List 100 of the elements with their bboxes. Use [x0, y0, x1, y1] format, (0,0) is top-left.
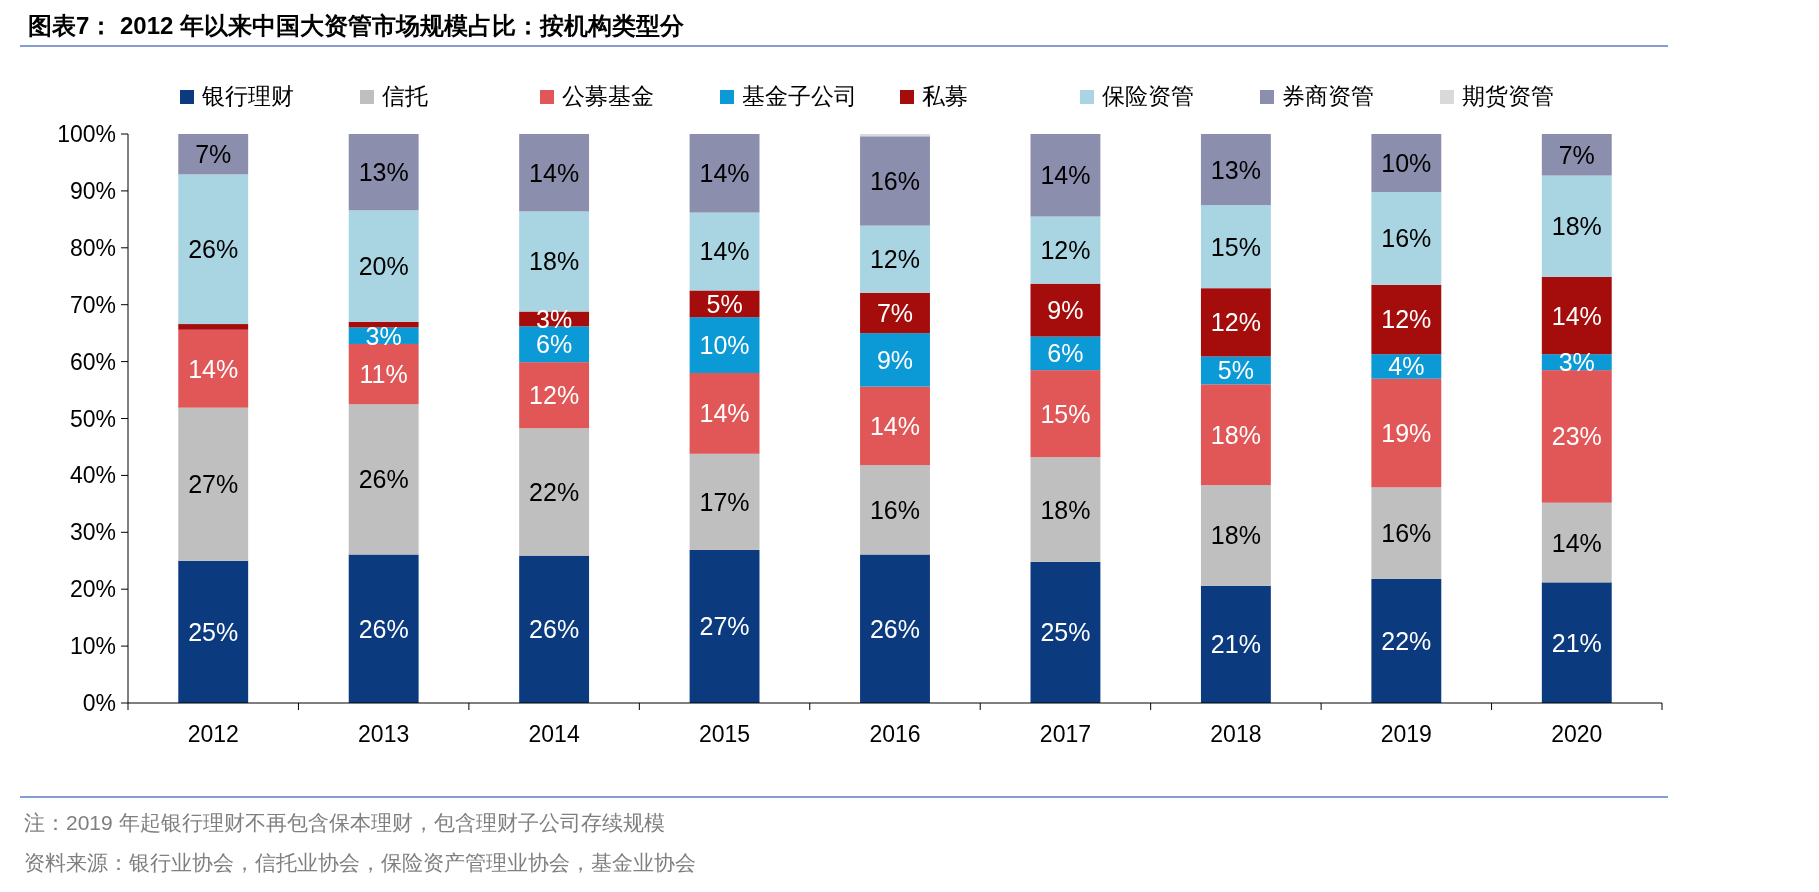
bar: [860, 225, 930, 293]
bar: [1371, 578, 1442, 703]
data-label: 6%: [536, 330, 573, 359]
data-label: 10%: [699, 331, 750, 360]
bar: [689, 212, 760, 291]
data-label: 18%: [1040, 495, 1091, 524]
bar: [519, 211, 590, 312]
data-label: 14%: [869, 411, 921, 440]
bar: [178, 324, 249, 330]
data-label: 9%: [876, 345, 914, 374]
legend-label: 券商资管: [1282, 83, 1374, 109]
bar: [1371, 192, 1442, 285]
bar: [860, 292, 930, 334]
data-label: 18%: [1210, 420, 1261, 449]
data-label: 7%: [1558, 140, 1595, 169]
x-tick-label: 2019: [1380, 721, 1432, 747]
bar: [1200, 205, 1271, 289]
data-label: 26%: [529, 615, 580, 644]
bar: [348, 343, 419, 405]
data-label: 12%: [1381, 305, 1432, 334]
bar: [1200, 288, 1271, 357]
data-label: 14%: [699, 159, 750, 188]
bar: [519, 555, 590, 703]
data-label: 23%: [1551, 422, 1602, 451]
legend-label: 保险资管: [1102, 83, 1194, 109]
bar: [860, 465, 930, 555]
bar: [519, 362, 590, 429]
data-label: 12%: [529, 381, 580, 410]
bar: [1371, 284, 1442, 355]
y-tick-label: 90%: [69, 177, 116, 204]
bar: [348, 554, 419, 703]
bar: [348, 134, 419, 211]
data-label: 25%: [1040, 618, 1091, 647]
data-label: 26%: [188, 235, 239, 264]
y-tick-label: 40%: [69, 462, 116, 489]
data-label: 7%: [876, 298, 914, 327]
data-label: 14%: [1040, 161, 1091, 190]
legend-label: 公募基金: [562, 83, 654, 109]
data-label: 13%: [1210, 155, 1261, 184]
data-label: 10%: [1381, 149, 1432, 178]
data-label: 21%: [1551, 628, 1602, 657]
bar: [1200, 134, 1271, 206]
data-label: 16%: [1381, 519, 1432, 548]
annotations: 注：2019 年起银行理财不再包含保本理财，包含理财子公司存续规模 资料来源：银行业协会，信托业协会，保险资产管理业协会，基金业协会: [24, 811, 696, 874]
bar: [178, 329, 249, 408]
data-label: 14%: [699, 399, 750, 428]
data-label: 18%: [1551, 212, 1602, 241]
data-label: 13%: [358, 158, 409, 187]
data-label: 11%: [359, 360, 408, 389]
bar: [1541, 582, 1612, 703]
data-label: 21%: [1210, 630, 1261, 659]
data-label: 14%: [529, 158, 580, 187]
data-label: 22%: [529, 477, 580, 506]
y-tick-label: 20%: [69, 576, 116, 603]
bar: [1030, 370, 1101, 458]
bar: [519, 134, 590, 212]
data-label: 3%: [1558, 348, 1595, 377]
data-label: 16%: [869, 166, 921, 195]
x-tick-label: 2012: [187, 721, 239, 747]
data-label: 25%: [188, 617, 239, 646]
x-tick-label: 2020: [1551, 721, 1603, 747]
bar: [689, 549, 760, 703]
bar: [1371, 378, 1442, 488]
data-label: 18%: [1210, 521, 1261, 550]
legend-label: 银行理财: [201, 83, 294, 109]
data-label: 5%: [1217, 356, 1254, 385]
data-label: 22%: [1381, 626, 1432, 655]
title: 图表7： 2012 年以来中国大资管市场规模占比：按机构类型分: [28, 12, 685, 39]
bar: [348, 404, 419, 555]
bar: [689, 372, 760, 454]
data-label: 26%: [358, 614, 409, 643]
bar: [689, 134, 760, 213]
y-tick-label: 70%: [69, 291, 116, 318]
bar: [178, 560, 249, 703]
x-tick-label: 2014: [528, 721, 580, 747]
data-label: 15%: [1040, 399, 1091, 428]
bar: [689, 453, 760, 550]
data-label: 6%: [1047, 339, 1084, 368]
data-label: 16%: [869, 495, 921, 524]
bar: [1541, 276, 1612, 355]
data-label: 5%: [706, 289, 743, 318]
y-tick-label: 0%: [82, 690, 116, 716]
data-label: 12%: [1040, 236, 1091, 265]
legend-label: 私募: [922, 83, 968, 109]
x-tick-label: 2015: [698, 721, 751, 747]
data-label: 14%: [699, 237, 750, 266]
bar: [1541, 134, 1612, 176]
bar: [1371, 134, 1442, 193]
y-tick-label: 100%: [57, 121, 116, 147]
bar: [348, 210, 419, 322]
data-label: 12%: [1210, 308, 1261, 337]
bar: [1371, 487, 1442, 579]
data-label: 18%: [529, 247, 580, 276]
bar: [1030, 134, 1101, 217]
data-label: 26%: [358, 465, 409, 494]
bar: [178, 407, 249, 561]
bar: [1541, 370, 1612, 503]
x-tick-label: 2013: [358, 721, 410, 747]
x-tick-label: 2017: [1039, 721, 1092, 747]
bar: [860, 554, 930, 703]
